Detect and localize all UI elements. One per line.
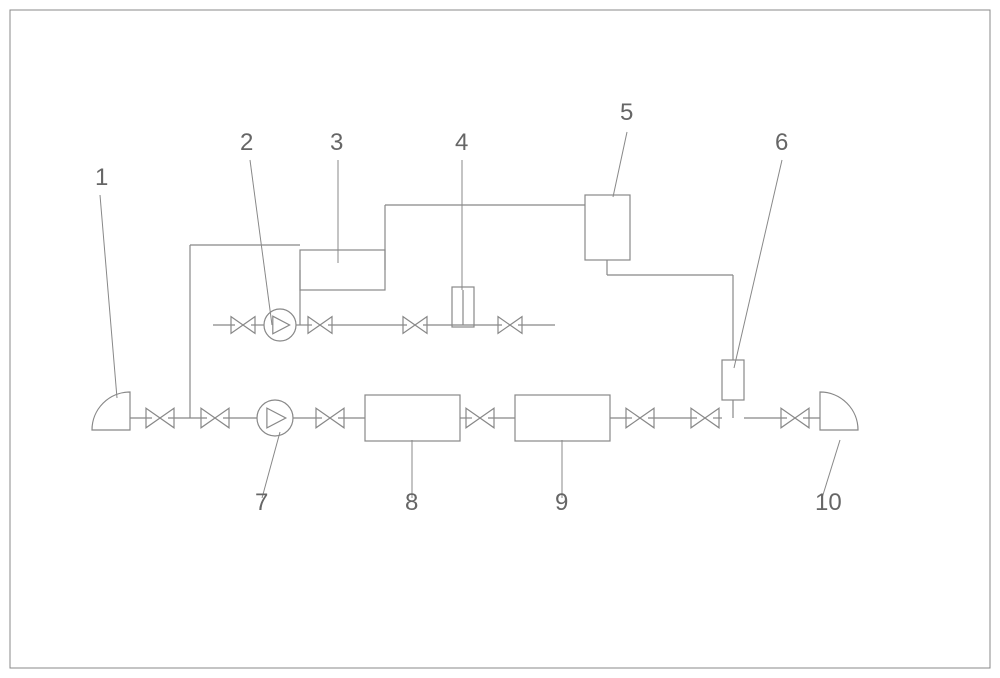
label-10: 10 [815,489,842,516]
block-b6 [722,360,744,400]
label-4: 4 [455,129,468,156]
block-b3 [300,250,385,290]
label-9: 9 [555,489,568,516]
label-1: 1 [95,164,108,191]
block-b9 [515,395,610,441]
leader-5 [613,132,627,197]
outer-frame [10,10,990,668]
pump-7 [257,400,293,436]
label-3: 3 [330,129,343,156]
block-b5 [585,195,630,260]
leader-1 [100,195,117,398]
leader-6 [734,160,782,368]
label-5: 5 [620,99,633,126]
block-b8 [365,395,460,441]
pump-7-rotor [267,408,286,428]
label-2: 2 [240,129,253,156]
tank-10 [820,392,858,430]
tank-1 [92,392,130,430]
label-6: 6 [775,129,788,156]
leader-2 [250,160,272,325]
pump-2 [264,309,296,341]
label-8: 8 [405,489,418,516]
label-7: 7 [255,489,268,516]
pump-2-rotor [273,316,290,334]
